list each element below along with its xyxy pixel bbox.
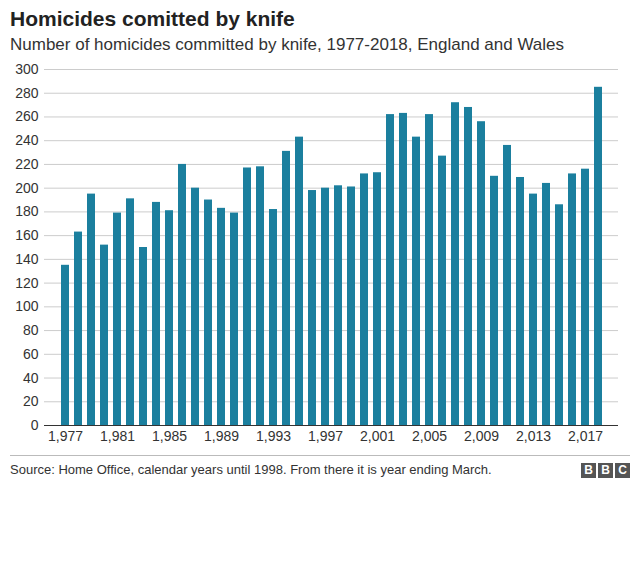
svg-text:40: 40 [23, 370, 39, 386]
svg-text:2,017: 2,017 [568, 428, 603, 444]
html-text:B: B [584, 463, 593, 477]
svg-text:220: 220 [15, 156, 39, 172]
html-text:Homicides comitted by knife: Homicides comitted by knife [10, 7, 295, 30]
svg-text:2,013: 2,013 [516, 428, 551, 444]
svg-text:0: 0 [31, 417, 39, 433]
svg-text:180: 180 [15, 203, 39, 219]
svg-text:2,005: 2,005 [412, 428, 447, 444]
html-text:B: B [601, 463, 610, 477]
svg-text:1,981: 1,981 [100, 428, 135, 444]
svg-text:200: 200 [15, 180, 39, 196]
html-text:C: C [618, 463, 627, 477]
html-text:Number of homicides committed: Number of homicides committed by knife, … [10, 35, 565, 54]
svg-text:140: 140 [15, 251, 39, 267]
svg-text:2,009: 2,009 [464, 428, 499, 444]
svg-text:1,993: 1,993 [256, 428, 291, 444]
html-text:Source: Home Office, calendar: Source: Home Office, calendar years unti… [10, 462, 492, 477]
svg-text:1,977: 1,977 [48, 428, 83, 444]
svg-text:240: 240 [15, 132, 39, 148]
svg-text:1,997: 1,997 [308, 428, 343, 444]
svg-text:60: 60 [23, 346, 39, 362]
svg-text:120: 120 [15, 275, 39, 291]
svg-text:80: 80 [23, 322, 39, 338]
svg-text:100: 100 [15, 298, 39, 314]
svg-text:300: 300 [15, 61, 39, 77]
svg-text:1,989: 1,989 [204, 428, 239, 444]
svg-text:1,985: 1,985 [152, 428, 187, 444]
svg-text:260: 260 [15, 108, 39, 124]
svg-text:280: 280 [15, 85, 39, 101]
svg-text:2,001: 2,001 [360, 428, 395, 444]
svg-text:160: 160 [15, 227, 39, 243]
svg-text:20: 20 [23, 393, 39, 409]
